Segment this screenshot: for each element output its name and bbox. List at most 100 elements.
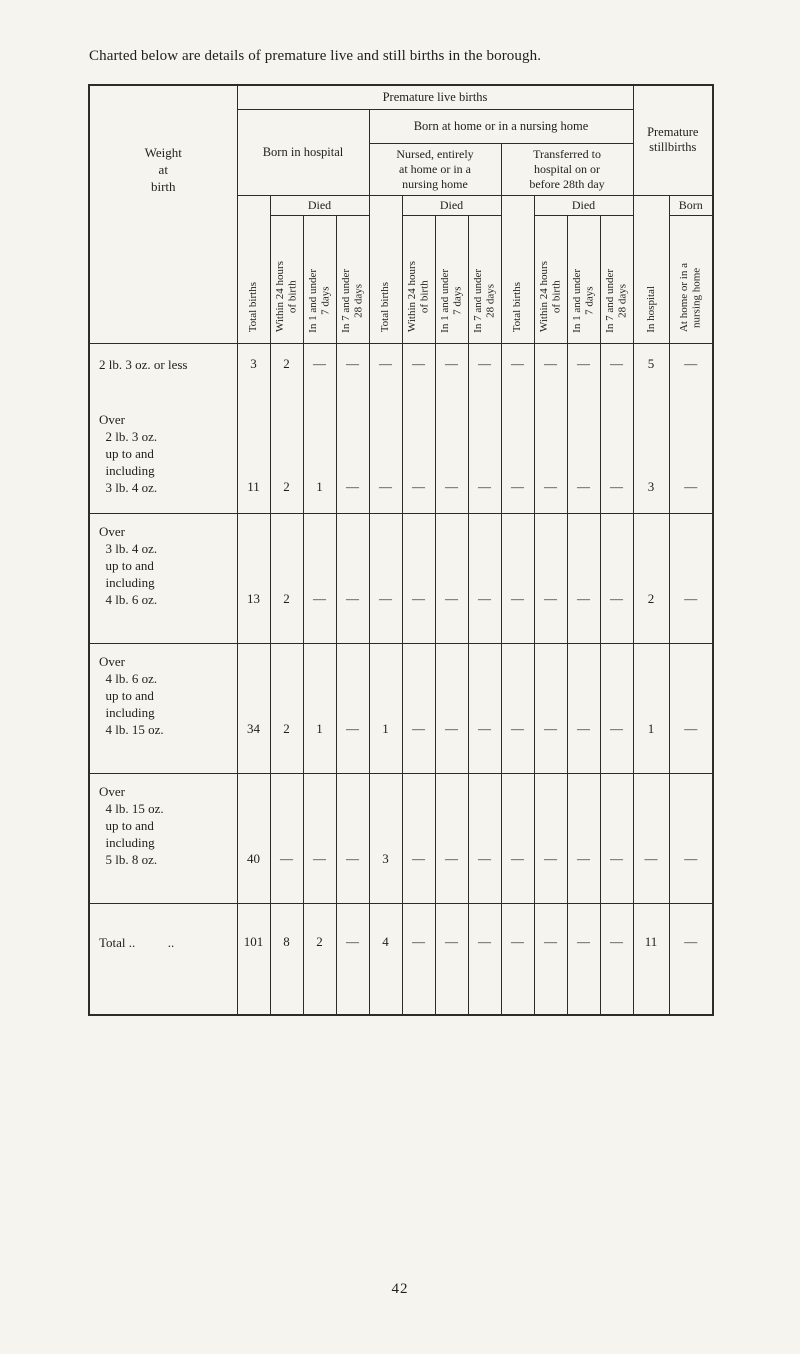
value-cell: — — [500, 512, 535, 644]
rotated-label: In hospital — [644, 285, 657, 333]
value-cell: 34 — [236, 642, 271, 774]
value-cell: — — [566, 411, 601, 514]
value-cell: — — [401, 642, 436, 774]
value-cell: — — [269, 772, 304, 904]
rotated-label: In 1 and under 7 days — [307, 268, 332, 333]
value-cell: — — [467, 411, 502, 514]
rotated-label: In 1 and under 7 days — [439, 268, 464, 333]
header-within-24-hours-transferred: Within 24 hours of birth — [533, 214, 568, 344]
value-cell: — — [599, 642, 634, 774]
rotated-label: Total births — [379, 282, 392, 333]
value-cell: — — [434, 642, 469, 774]
value-cell: — — [533, 772, 568, 904]
header-within-24-hours-home: Within 24 hours of birth — [401, 214, 436, 344]
value-cell: — — [434, 902, 469, 1016]
value-cell: 2 — [269, 512, 304, 644]
value-cell: — — [668, 411, 714, 514]
value-cell: — — [335, 772, 370, 904]
header-died-home: Died — [401, 194, 502, 216]
table-row-total: Total .. .. 101 8 2 — 4 — — — — — — — 11… — [88, 902, 714, 1016]
header-born-in-hospital: Born in hospital — [236, 108, 370, 196]
header-premature-live-births: Premature live births — [236, 84, 634, 110]
rotated-label: At home or in a nursing home — [678, 263, 703, 333]
value-cell: — — [467, 772, 502, 904]
table-row: Born in hospital Born at home or in a nu… — [89, 108, 713, 196]
value-cell: 4 — [368, 902, 403, 1016]
value-cell: — — [566, 342, 601, 411]
rotated-label: In 7 and under 28 days — [340, 268, 365, 333]
premature-births-table: Weight at birth Premature live births Pr… — [88, 84, 714, 1016]
value-cell: — — [668, 902, 714, 1016]
table-row: Within 24 hours of birth In 1 and under … — [89, 214, 714, 344]
value-cell: 1 — [632, 642, 670, 774]
rotated-label: Within 24 hours of birth — [538, 261, 563, 333]
header-in-1-under-7-home: In 1 and under 7 days — [434, 214, 469, 344]
rotated-label: Total births — [247, 282, 260, 333]
value-cell: — — [668, 512, 714, 644]
value-cell: — — [434, 342, 469, 411]
rotated-label: Total births — [511, 282, 524, 333]
value-cell: — — [335, 902, 370, 1016]
value-cell: 3 — [632, 411, 670, 514]
value-cell: — — [668, 642, 714, 774]
header-stillbirths-at-home: At home or in a nursing home — [668, 214, 714, 344]
header-in-1-under-7-hospital: In 1 and under 7 days — [302, 214, 337, 344]
value-cell: — — [599, 342, 634, 411]
header-premature-stillbirths: Premature stillbirths — [632, 84, 714, 196]
value-cell: — — [599, 411, 634, 514]
header-transferred: Transferred to hospital on or before 28t… — [500, 142, 634, 196]
table-header: Weight at birth Premature live births Pr… — [88, 84, 714, 344]
value-cell: — — [566, 902, 601, 1016]
value-cell: — — [566, 642, 601, 774]
header-total-births-home: Total births — [368, 194, 403, 344]
value-cell: — — [302, 512, 337, 644]
table-body: 2 lb. 3 oz. or less 3 2 — — — — — — — — … — [88, 342, 714, 1016]
value-cell: — — [368, 411, 403, 514]
value-cell: — — [434, 411, 469, 514]
value-cell: — — [335, 342, 370, 411]
header-within-24-hours-hospital: Within 24 hours of birth — [269, 214, 304, 344]
rotated-label: In 7 and under 28 days — [604, 268, 629, 333]
rotated-label: In 7 and under 28 days — [472, 268, 497, 333]
value-cell: — — [500, 411, 535, 514]
table-row: Over 3 lb. 4 oz. up to and including 4 l… — [88, 512, 714, 644]
value-cell: — — [401, 411, 436, 514]
header-in-7-under-28-transferred: In 7 and under 28 days — [599, 214, 634, 344]
value-cell: — — [668, 772, 714, 904]
value-cell: — — [434, 512, 469, 644]
value-cell: 2 — [632, 512, 670, 644]
value-cell: — — [434, 772, 469, 904]
header-died-transferred: Died — [533, 194, 634, 216]
value-cell: — — [500, 902, 535, 1016]
value-cell: — — [500, 642, 535, 774]
value-cell: — — [632, 772, 670, 904]
value-cell: — — [302, 342, 337, 411]
value-cell: — — [467, 512, 502, 644]
value-cell: — — [533, 342, 568, 411]
value-cell: — — [401, 772, 436, 904]
page-number: 42 — [391, 1281, 409, 1297]
header-nursed-entirely: Nursed, entirely at home or in a nursing… — [368, 142, 502, 196]
value-cell: — — [599, 902, 634, 1016]
value-cell: — — [335, 512, 370, 644]
header-total-births-transferred: Total births — [500, 194, 535, 344]
value-cell: 1 — [302, 642, 337, 774]
value-cell: — — [401, 342, 436, 411]
row-label: Over 4 lb. 6 oz. up to and including 4 l… — [88, 642, 238, 774]
value-cell: 40 — [236, 772, 271, 904]
rotated-label: Within 24 hours of birth — [274, 261, 299, 333]
row-label: Over 2 lb. 3 oz. up to and including 3 l… — [88, 411, 238, 514]
header-in-1-under-7-transferred: In 1 and under 7 days — [566, 214, 601, 344]
value-cell: 1 — [368, 642, 403, 774]
value-cell: — — [500, 772, 535, 904]
value-cell: 2 — [302, 902, 337, 1016]
value-cell: — — [401, 512, 436, 644]
value-cell: 2 — [269, 342, 304, 411]
value-cell: — — [467, 342, 502, 411]
row-label: Over 3 lb. 4 oz. up to and including 4 l… — [88, 512, 238, 644]
value-cell: — — [401, 902, 436, 1016]
value-cell: — — [533, 512, 568, 644]
header-stillbirths-in-hospital: In hospital — [632, 194, 670, 344]
value-cell: — — [302, 772, 337, 904]
